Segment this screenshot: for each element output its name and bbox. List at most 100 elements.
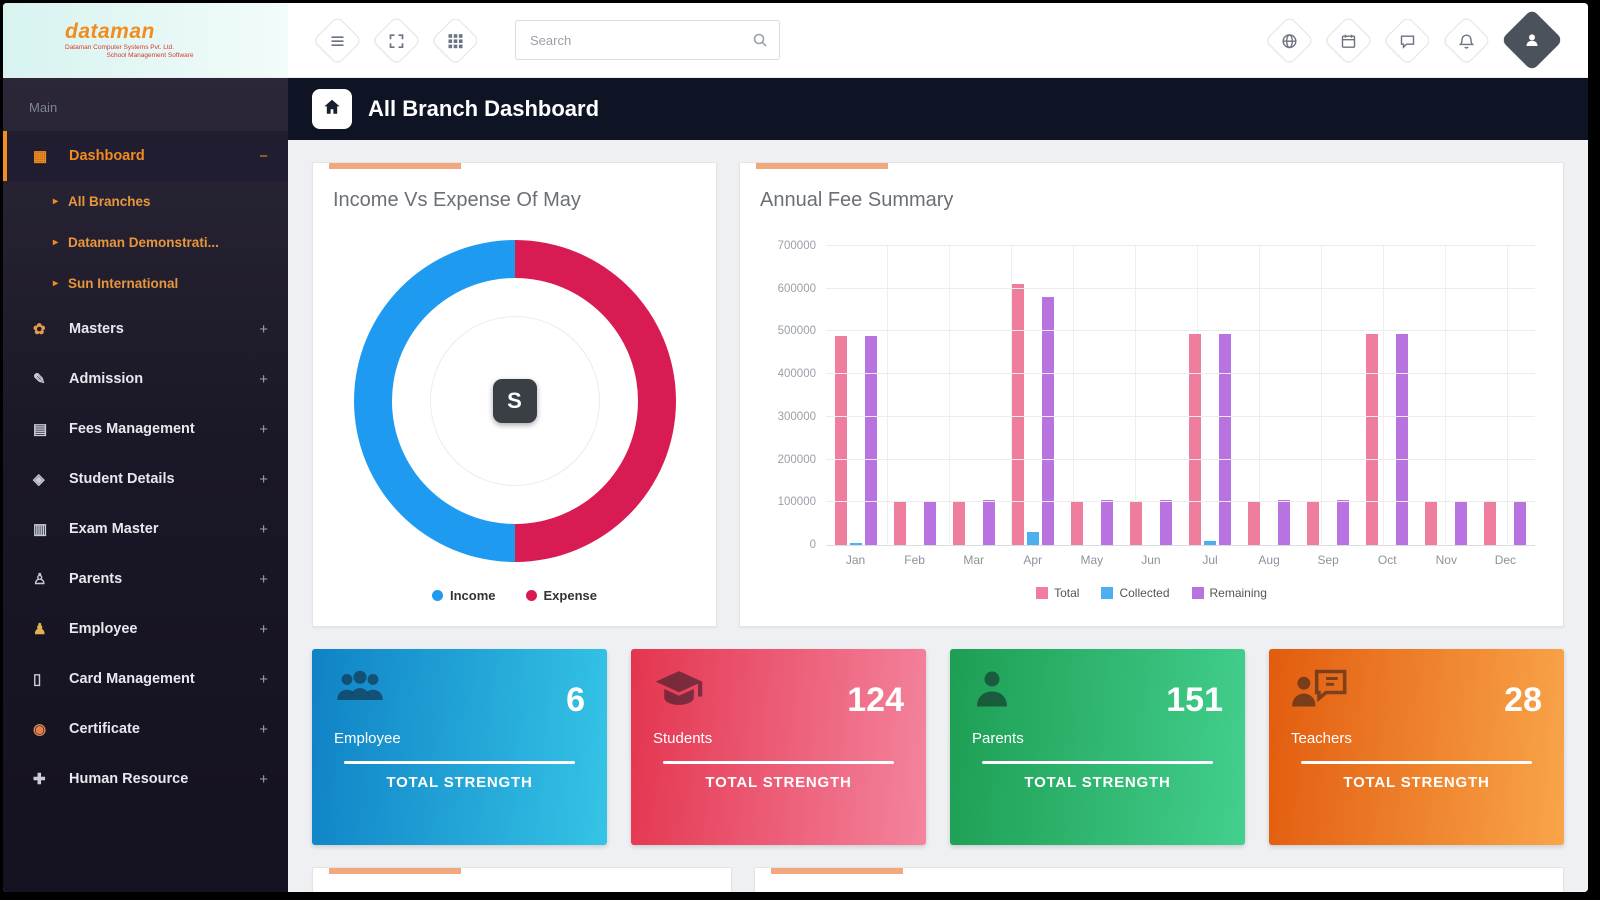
x-axis-label: Feb	[904, 553, 925, 567]
fee-bar-chart: Jan Feb Mar Apr May Jun Jul Aug Sep Oct Nov Dec 0 10…	[778, 240, 1535, 567]
expand-toggle-icon[interactable]: +	[259, 470, 268, 488]
sidebar-item-dashboard[interactable]: ▦ Dashboard −	[3, 131, 288, 181]
expand-toggle-icon[interactable]: +	[259, 770, 268, 788]
apps-button[interactable]	[430, 15, 481, 65]
sidebar-item-student-details[interactable]: ◈ Student Details +	[3, 454, 288, 504]
sidebar-item-exam-master[interactable]: ▥ Exam Master +	[3, 504, 288, 554]
calendar-button[interactable]	[1323, 15, 1374, 65]
brand-logo[interactable]: dataman Dataman Computer Systems Pvt. Lt…	[3, 3, 288, 77]
chat-button[interactable]	[1382, 15, 1433, 65]
main-area: All Branch Dashboard Income Vs Expense O…	[288, 78, 1588, 892]
home-button[interactable]	[312, 89, 352, 129]
sidebar-item-fees-management[interactable]: ▤ Fees Management +	[3, 404, 288, 454]
legend-item-income[interactable]: Income	[432, 588, 496, 603]
globe-button[interactable]	[1264, 15, 1315, 65]
search-input[interactable]	[515, 20, 780, 60]
sidebar-item-parents[interactable]: ♙ Parents +	[3, 554, 288, 604]
y-axis-tick-label: 500000	[777, 325, 816, 338]
bar-group-sep: Sep	[1307, 246, 1350, 567]
top-header: dataman Dataman Computer Systems Pvt. Lt…	[3, 3, 1588, 78]
x-axis-label: Dec	[1494, 553, 1517, 567]
sidebar: Main ▦ Dashboard − ▸ All Branches ▸ Dataman De…	[3, 78, 288, 892]
sidebar-item-label: Fees Management	[69, 421, 195, 437]
sidebar-subitem-sun-international[interactable]: ▸ Sun International	[3, 263, 288, 304]
app-window: dataman Dataman Computer Systems Pvt. Lt…	[3, 3, 1588, 892]
sidebar-subitem-dataman-demonstrati[interactable]: ▸ Dataman Demonstrati...	[3, 222, 288, 263]
bar-group-jun: Jun	[1129, 246, 1172, 567]
expand-toggle-icon[interactable]: +	[259, 670, 268, 688]
legend-dot	[525, 590, 537, 601]
income-expense-donut-chart: S	[353, 240, 676, 562]
y-axis-tick-label: 400000	[777, 368, 816, 381]
bars	[1011, 246, 1054, 545]
expand-toggle-icon[interactable]: +	[259, 420, 268, 438]
fees-management-icon: ▤	[33, 421, 48, 438]
sidebar-item-employee[interactable]: ♟ Employee +	[3, 604, 288, 654]
sidebar-item-label: Employee	[69, 621, 138, 637]
legend-item-total[interactable]: Total	[1036, 586, 1079, 600]
sidebar-item-certificate[interactable]: ◉ Certificate +	[3, 704, 288, 754]
card-accent-bar	[329, 868, 461, 874]
bar-remaining-aug	[1278, 500, 1291, 545]
bar-remaining-sep	[1337, 500, 1350, 545]
bar-remaining-jun	[1159, 500, 1172, 545]
donut-inner-ring	[429, 316, 600, 486]
sidebar-item-human-resource[interactable]: ✚ Human Resource +	[3, 754, 288, 804]
legend-label: Collected	[1119, 586, 1170, 600]
human-resource-icon: ✚	[33, 771, 46, 788]
sidebar-item-label: Dashboard	[69, 148, 145, 164]
employee-icon: ♟	[33, 621, 47, 638]
certificate-icon: ◉	[33, 721, 47, 738]
card-accent-bar	[771, 868, 903, 874]
bell-button[interactable]	[1441, 15, 1492, 65]
bar-total-may	[1070, 502, 1083, 545]
parent-icon	[972, 669, 1024, 709]
bar-total-feb	[893, 502, 906, 545]
bar-group-aug: Aug	[1248, 246, 1291, 567]
stat-card-top: 124	[653, 669, 904, 720]
legend-item-remaining[interactable]: Remaining	[1191, 586, 1267, 600]
user-avatar-button[interactable]	[1500, 8, 1564, 72]
y-axis-tick-label: 600000	[777, 282, 816, 295]
sidebar-item-admission[interactable]: ✎ Admission +	[3, 354, 288, 404]
fullscreen-button[interactable]	[371, 15, 422, 65]
sidebar-section-label: Main	[29, 100, 58, 115]
card-accent-bar	[329, 163, 461, 169]
bar-remaining-feb	[923, 502, 936, 545]
page-title: All Branch Dashboard	[368, 96, 600, 121]
expand-toggle-icon[interactable]: +	[259, 620, 268, 638]
stat-card-top: 151	[972, 669, 1223, 720]
bar-remaining-may	[1100, 500, 1113, 545]
sidebar-item-card-management[interactable]: ▯ Card Management +	[3, 654, 288, 704]
legend-item-collected[interactable]: Collected	[1101, 586, 1170, 600]
sidebar-item-label: Human Resource	[69, 771, 189, 787]
expand-toggle-icon[interactable]: +	[259, 570, 268, 588]
bar-total-oct	[1366, 333, 1379, 545]
sidebar-subitem-all-branches[interactable]: ▸ All Branches	[3, 181, 288, 222]
x-axis-label: Jul	[1202, 553, 1218, 567]
page-title-bar: All Branch Dashboard	[288, 78, 1588, 140]
bars	[1307, 246, 1350, 545]
expand-toggle-icon[interactable]: +	[259, 520, 268, 538]
header-left-buttons	[312, 15, 481, 65]
donut-center-logo: S	[492, 379, 537, 423]
expand-toggle-icon[interactable]: +	[259, 720, 268, 738]
expand-toggle-icon[interactable]: −	[259, 147, 268, 165]
bar-group-mar: Mar	[952, 246, 995, 567]
bar-collected-jul	[1204, 540, 1216, 545]
legend-label: Expense	[543, 588, 597, 603]
bottom-card-right	[754, 867, 1564, 892]
expand-toggle-icon[interactable]: +	[259, 370, 268, 388]
bar-remaining-apr	[1041, 297, 1054, 545]
legend-item-expense[interactable]: Expense	[525, 588, 597, 603]
menu-button[interactable]	[312, 15, 363, 65]
stat-divider	[344, 761, 575, 764]
bar-total-apr	[1011, 284, 1024, 545]
bars	[952, 246, 995, 545]
bar-remaining-oct	[1396, 333, 1409, 545]
x-axis-label: Nov	[1435, 553, 1457, 567]
stat-caption: TOTAL STRENGTH	[1343, 774, 1490, 791]
expand-toggle-icon[interactable]: +	[259, 320, 268, 338]
bar-total-jun	[1129, 502, 1142, 545]
sidebar-item-masters[interactable]: ✿ Masters +	[3, 304, 288, 354]
